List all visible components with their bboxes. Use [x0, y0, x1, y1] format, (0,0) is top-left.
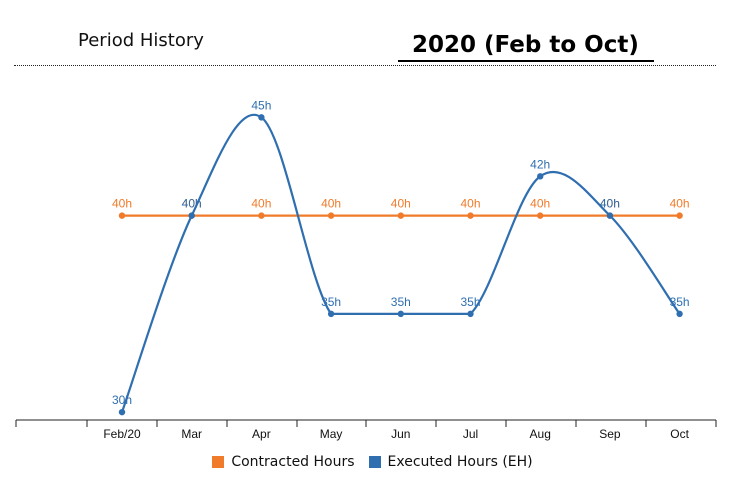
data-point-executed	[467, 310, 474, 318]
data-label-executed: 30h	[112, 393, 132, 407]
legend: Contracted Hours Executed Hours (EH)	[0, 454, 745, 470]
x-tick-label: May	[320, 427, 343, 441]
period-title-underline	[398, 60, 654, 62]
data-point-executed	[606, 212, 614, 219]
data-point-contracted	[118, 212, 126, 219]
data-point-executed	[676, 310, 683, 318]
x-tick-label: Feb/20	[103, 427, 141, 441]
data-label-executed: 40h	[600, 197, 620, 211]
section-title: Period History	[78, 30, 204, 51]
data-point-executed	[397, 310, 404, 318]
data-point-contracted	[467, 212, 474, 219]
data-label-executed: 42h	[530, 157, 550, 171]
data-point-contracted	[537, 212, 544, 219]
data-label-contracted: 40h	[391, 197, 411, 211]
data-point-executed	[188, 212, 195, 219]
data-label-executed: 35h	[391, 295, 411, 309]
data-point-contracted	[327, 212, 335, 219]
x-tick-label: Aug	[530, 427, 551, 441]
data-label-contracted: 40h	[460, 197, 480, 211]
data-label-contracted: 40h	[670, 197, 690, 211]
data-label-executed: 35h	[670, 295, 690, 309]
data-label-executed: 40h	[182, 197, 202, 211]
data-point-executed	[118, 408, 126, 416]
data-label-executed: 35h	[460, 295, 480, 309]
data-point-contracted	[258, 212, 265, 219]
header-divider	[14, 65, 716, 66]
data-point-contracted	[397, 212, 404, 219]
data-label-contracted: 40h	[321, 197, 341, 211]
legend-label-contracted: Contracted Hours	[231, 454, 355, 470]
x-tick-label: Sep	[599, 427, 621, 441]
data-label-contracted: 40h	[530, 197, 550, 211]
data-label-executed: 45h	[251, 98, 271, 112]
data-point-contracted	[676, 212, 683, 219]
data-label-contracted: 40h	[112, 197, 132, 211]
data-label-contracted: 40h	[251, 197, 271, 211]
x-tick-label: Apr	[252, 427, 271, 441]
legend-item-executed[interactable]: Executed Hours (EH)	[368, 454, 533, 470]
legend-swatch-executed	[368, 456, 381, 468]
x-tick-label: Mar	[181, 427, 202, 441]
data-label-executed: 35h	[321, 295, 341, 309]
legend-label-executed: Executed Hours (EH)	[387, 454, 533, 470]
series-line-executed	[120, 113, 681, 413]
data-point-executed	[258, 114, 265, 121]
legend-item-contracted[interactable]: Contracted Hours	[212, 454, 355, 470]
data-point-executed	[327, 310, 335, 318]
legend-swatch-contracted	[212, 456, 225, 468]
x-tick-label: Jun	[391, 427, 410, 441]
data-label-contracted: 40h	[600, 197, 620, 211]
period-title: 2020 (Feb to Oct)	[412, 32, 639, 58]
x-tick-label: Oct	[670, 427, 689, 441]
data-point-executed	[537, 173, 544, 180]
x-tick-label: Jul	[463, 427, 478, 441]
